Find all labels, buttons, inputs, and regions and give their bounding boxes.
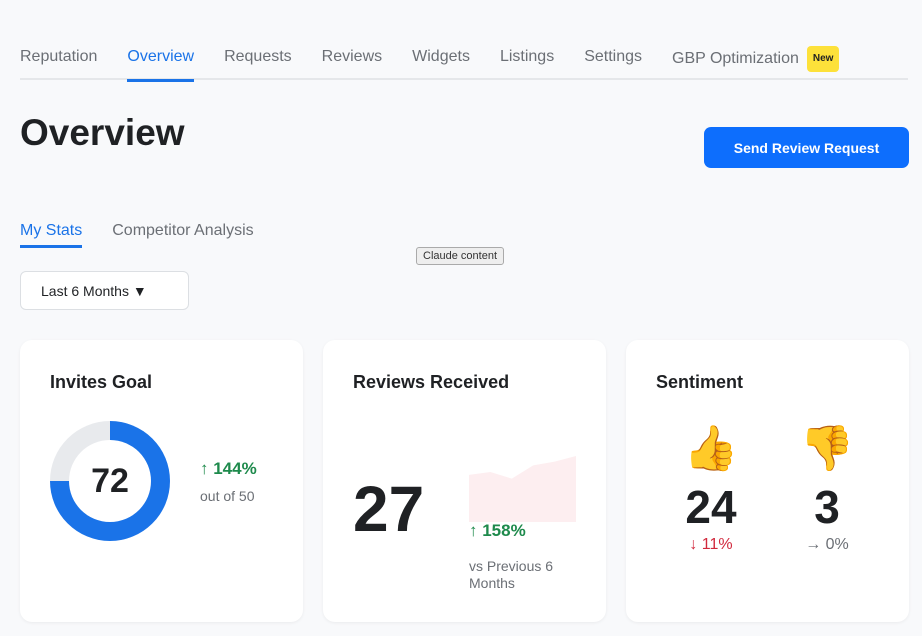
new-badge: New xyxy=(806,46,840,72)
card-title: Reviews Received xyxy=(353,372,510,392)
progress-ring: 72 xyxy=(50,421,170,541)
invites-change: ↑ 144% xyxy=(200,459,257,478)
tab-reviews[interactable]: Reviews xyxy=(321,48,383,65)
card-title: Invites Goal xyxy=(50,372,153,392)
sparkline-area xyxy=(469,456,576,522)
main-nav: Reputation Overview Requests Reviews Wid… xyxy=(20,46,908,82)
negative-value: 3 xyxy=(814,481,840,533)
thumbs-down-icon: 👎 xyxy=(799,424,855,473)
sub-tabs: My Stats Competitor Analysis xyxy=(20,222,284,248)
thumbs-up-icon: 👍 xyxy=(683,424,739,473)
tab-overview[interactable]: Overview xyxy=(127,46,194,82)
negative-change: → 0% xyxy=(805,536,849,553)
tab-widgets[interactable]: Widgets xyxy=(412,48,470,65)
tab-listings[interactable]: Listings xyxy=(499,48,555,65)
reviews-compare-text: vs Previous 6 Months xyxy=(469,558,554,591)
tab-label: GBP Optimization xyxy=(672,50,799,67)
positive-value: 24 xyxy=(685,481,737,533)
sentiment-card: Sentiment 👍 24 ↓ 11% 👎 3 → 0% xyxy=(626,340,909,622)
reviews-received-card: Reviews Received 27 ↑ 158% vs Previous 6… xyxy=(323,340,606,622)
sparkline-chart xyxy=(469,456,576,522)
reviews-value: 27 xyxy=(353,473,425,545)
page-title: Overview xyxy=(20,112,185,153)
invites-goal-card: Invites Goal 72 ↑ 144% out of 50 xyxy=(20,340,303,622)
send-review-request-button[interactable]: Send Review Request xyxy=(704,127,909,168)
period-select[interactable]: Last 6 Months ▼ xyxy=(20,271,189,310)
tab-competitor-analysis[interactable]: Competitor Analysis xyxy=(112,222,254,239)
tab-gbp-optimization[interactable]: GBP Optimization New xyxy=(672,46,840,80)
invites-goal-text: out of 50 xyxy=(200,488,255,504)
tab-requests[interactable]: Requests xyxy=(224,48,292,65)
tooltip: Claude content xyxy=(416,247,504,265)
reviews-change: ↑ 158% xyxy=(469,521,526,540)
tab-reputation[interactable]: Reputation xyxy=(20,48,98,65)
card-title: Sentiment xyxy=(656,372,744,392)
tab-settings[interactable]: Settings xyxy=(584,48,642,65)
tab-my-stats[interactable]: My Stats xyxy=(20,222,83,248)
invites-value: 72 xyxy=(69,440,151,522)
positive-change: ↓ 11% xyxy=(689,536,733,553)
